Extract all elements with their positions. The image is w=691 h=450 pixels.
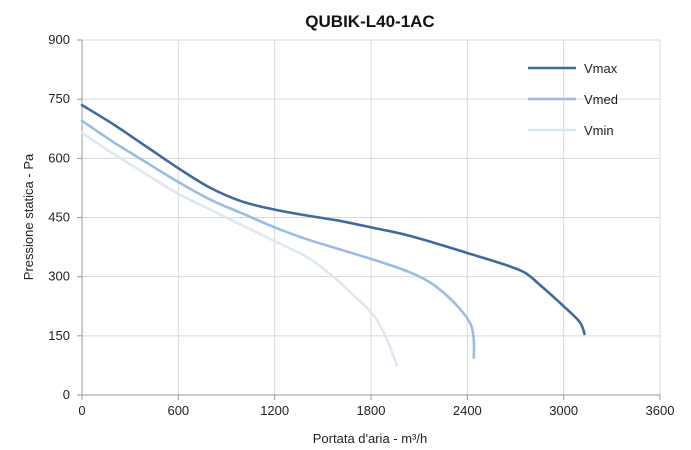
axes	[77, 39, 661, 400]
series-lines	[80, 103, 586, 367]
series-line-vmax	[80, 103, 586, 336]
x-tick-label: 3600	[646, 403, 675, 418]
x-tick-label: 0	[78, 403, 85, 418]
x-axis-label: Portata d'aria - m³/h	[313, 431, 427, 446]
y-tick-label: 600	[48, 150, 70, 165]
legend-label-vmax: Vmax	[584, 61, 618, 76]
series-line-vmed	[80, 119, 476, 359]
tick-labels: 0 150 300 450 600 750 900 0 600 1200 1800 2400 3000 3…	[48, 32, 674, 418]
series-line-vmin	[80, 131, 398, 367]
y-tick-label: 900	[48, 32, 70, 47]
grid-lines	[82, 39, 661, 395]
x-tick-label: 600	[167, 403, 189, 418]
x-tick-label: 1200	[260, 403, 289, 418]
y-tick-label: 750	[48, 91, 70, 106]
y-tick-label: 150	[48, 328, 70, 343]
y-tick-label: 0	[63, 387, 70, 402]
x-tick-label: 2400	[453, 403, 482, 418]
y-tick-label: 300	[48, 269, 70, 284]
chart-title: QUBIK-L40-1AC	[305, 12, 434, 31]
x-tick-label: 1800	[357, 403, 386, 418]
x-tick-label: 3000	[549, 403, 578, 418]
legend-label-vmed: Vmed	[584, 92, 618, 107]
y-axis-label: Pressione statica - Pa	[21, 153, 36, 280]
legend-label-vmin: Vmin	[584, 123, 614, 138]
legend: Vmax Vmed Vmin	[528, 61, 618, 138]
y-tick-label: 450	[48, 210, 70, 225]
